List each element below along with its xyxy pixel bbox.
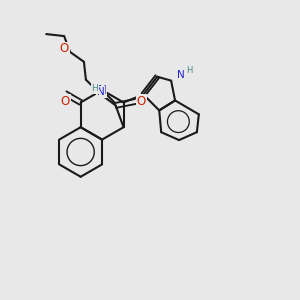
Text: N: N [98,84,106,97]
Text: H: H [92,84,98,93]
Text: N: N [177,70,185,80]
Text: N: N [97,86,105,97]
Text: O: O [137,95,146,108]
Text: O: O [61,95,70,108]
Text: O: O [59,42,69,56]
Text: H: H [186,66,192,75]
